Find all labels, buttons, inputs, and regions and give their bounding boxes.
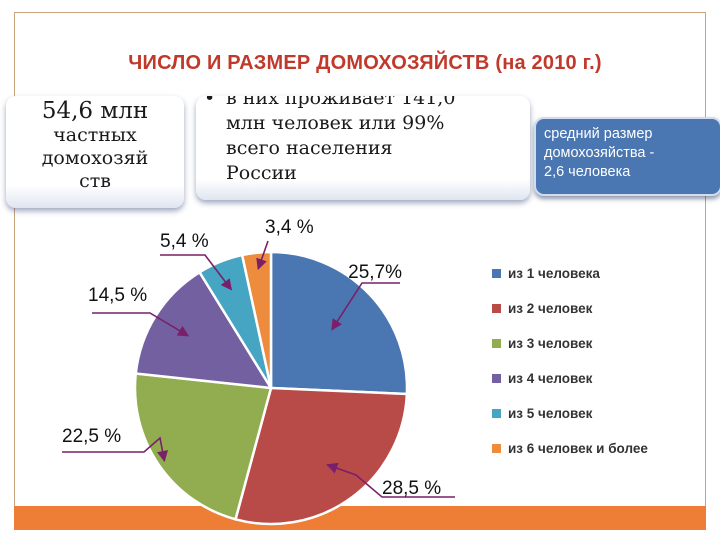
- frame-right-border: [705, 12, 706, 506]
- households-count-line2: частных: [53, 124, 137, 146]
- legend-swatch-5-persons: [492, 409, 501, 418]
- population-line1: в них проживает 141,0: [226, 96, 456, 109]
- frame-top-border: [14, 12, 706, 13]
- bottom-accent-bar: [14, 506, 706, 530]
- data-label-1-person: 25,7%: [348, 262, 402, 283]
- households-count-line1: 54,6 млн: [41, 98, 149, 124]
- average-size-line3: 2,6 человека: [544, 164, 631, 180]
- pie-slice-2-persons: [233, 386, 409, 526]
- legend-label-4-persons: из 4 человек: [508, 371, 593, 386]
- chart-legend: из 1 человека из 2 человек из 3 человек из …: [492, 266, 648, 456]
- legend-swatch-4-persons: [492, 374, 501, 383]
- frame-left-border: [14, 12, 15, 506]
- average-size-box: средний размер домохозяйства - 2,6 челов…: [534, 117, 720, 196]
- slide-title: ЧИСЛО И РАЗМЕР ДОМОХОЗЯЙСТВ (на 2010 г.): [128, 52, 602, 74]
- pie-callouts: 25,7% 28,5 % 22,5 % 14,5 % 5,4 % 3,4 %: [62, 217, 455, 499]
- legend-swatch-6-plus-persons: [492, 444, 501, 453]
- pie-slice-4-persons: [134, 270, 274, 390]
- legend-label-6-plus-persons: из 6 человек и более: [508, 441, 648, 456]
- average-size-text: средний размер домохозяйства - 2,6 челов…: [544, 125, 714, 182]
- callout-arrow-1-person: [331, 282, 400, 331]
- legend-label-1-person: из 1 человека: [508, 266, 600, 281]
- population-line3: всего населения: [226, 137, 393, 159]
- callout-arrow-2-persons: [326, 462, 455, 498]
- population-line2: млн человек или 99%: [226, 112, 445, 134]
- callout-arrow-3-persons: [62, 436, 169, 463]
- households-count-box: 54,6 млн частных домохозяй ств: [6, 96, 184, 208]
- average-size-line2: домохозяйства -: [544, 145, 655, 161]
- callout-arrow-5-persons: [160, 254, 232, 291]
- average-size-line1: средний размер: [544, 126, 653, 142]
- legend-swatch-3-persons: [492, 339, 501, 348]
- population-bullet: •: [204, 96, 216, 109]
- legend-label-2-persons: из 2 человек: [508, 301, 593, 316]
- households-count-line3: домохозяй: [41, 147, 149, 169]
- legend-label-5-persons: из 5 человек: [508, 406, 593, 421]
- data-label-2-persons: 28,5 %: [382, 478, 441, 499]
- data-label-6-plus-persons: 3,4 %: [265, 217, 314, 238]
- data-label-5-persons: 5,4 %: [160, 231, 209, 252]
- population-box: • в них проживает 141,0 млн человек или …: [196, 96, 530, 200]
- legend-swatch-2-persons: [492, 304, 501, 313]
- pie-slice-3-persons: [133, 372, 273, 521]
- data-label-4-persons: 14,5 %: [88, 285, 147, 306]
- data-label-3-persons: 22,5 %: [62, 426, 121, 447]
- legend-label-3-persons: из 3 человек: [508, 336, 593, 351]
- population-text: • в них проживает 141,0 млн человек или …: [204, 96, 524, 186]
- population-line4: России: [226, 162, 297, 184]
- callout-arrow-4-persons: [92, 312, 190, 337]
- callout-arrow-6-plus-persons: [256, 240, 269, 271]
- pie-slices: [133, 250, 409, 526]
- households-count-line4: ств: [79, 170, 111, 192]
- households-count-text: 54,6 млн частных домохозяй ств: [6, 96, 184, 193]
- pie-slice-6-plus-persons: [240, 250, 273, 389]
- legend-swatch-1-person: [492, 269, 501, 278]
